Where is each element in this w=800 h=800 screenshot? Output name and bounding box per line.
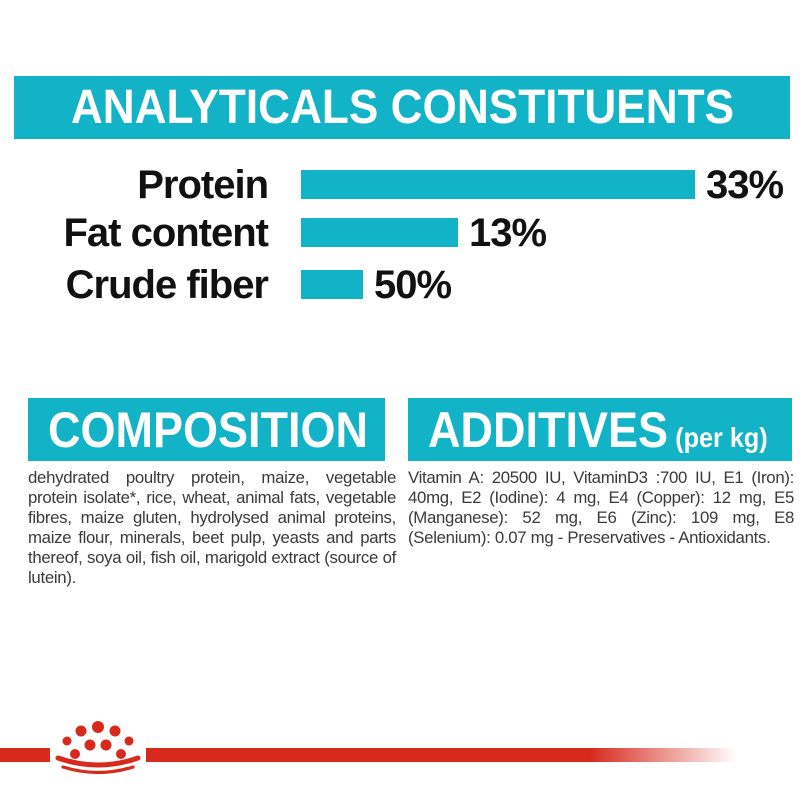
- constituent-bar: [301, 270, 363, 299]
- footer-red-stripe: [0, 748, 737, 762]
- additives-title: ADDITIVES (per kg): [428, 405, 768, 455]
- constituent-value: 13%: [469, 210, 547, 255]
- additives-title-text: ADDITIVES: [428, 401, 669, 458]
- constituent-value: 50%: [374, 262, 452, 307]
- composition-header-band: COMPOSITION: [28, 398, 385, 461]
- additives-unit: (per kg): [675, 421, 768, 453]
- constituent-label: Fat content: [63, 210, 269, 255]
- additives-text: Vitamin A: 20500 IU, VitaminD3 :700 IU, …: [408, 468, 794, 547]
- constituent-row-crude-fiber: Crude fiber 50%: [0, 262, 452, 307]
- constituent-label: Crude fiber: [65, 262, 269, 307]
- constituent-value: 33%: [706, 162, 784, 207]
- constituent-label: Protein: [137, 162, 269, 207]
- composition-text: dehydrated poultry protein, maize, veget…: [28, 468, 396, 587]
- composition-title: COMPOSITION: [48, 401, 369, 458]
- additives-header-band: ADDITIVES (per kg): [408, 398, 792, 461]
- royal-canin-logo: [50, 710, 146, 778]
- constituent-bar: [301, 170, 695, 199]
- analyticals-title: ANALYTICALS CONSTITUENTS: [70, 81, 734, 134]
- constituent-row-protein: Protein 33%: [0, 162, 784, 207]
- constituent-bar: [301, 218, 458, 247]
- analyticals-header-band: ANALYTICALS CONSTITUENTS: [14, 76, 790, 139]
- constituent-row-fat-content: Fat content 13%: [0, 210, 547, 255]
- royal-canin-crown-icon: [55, 721, 141, 775]
